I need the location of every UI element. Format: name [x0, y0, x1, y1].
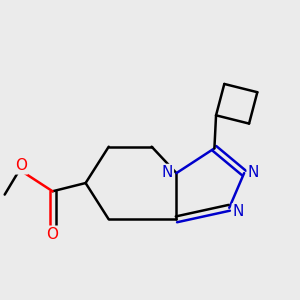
Text: N: N — [248, 165, 259, 180]
Text: O: O — [46, 227, 58, 242]
Text: N: N — [233, 204, 244, 219]
Text: O: O — [15, 158, 27, 173]
Text: N: N — [161, 165, 173, 180]
